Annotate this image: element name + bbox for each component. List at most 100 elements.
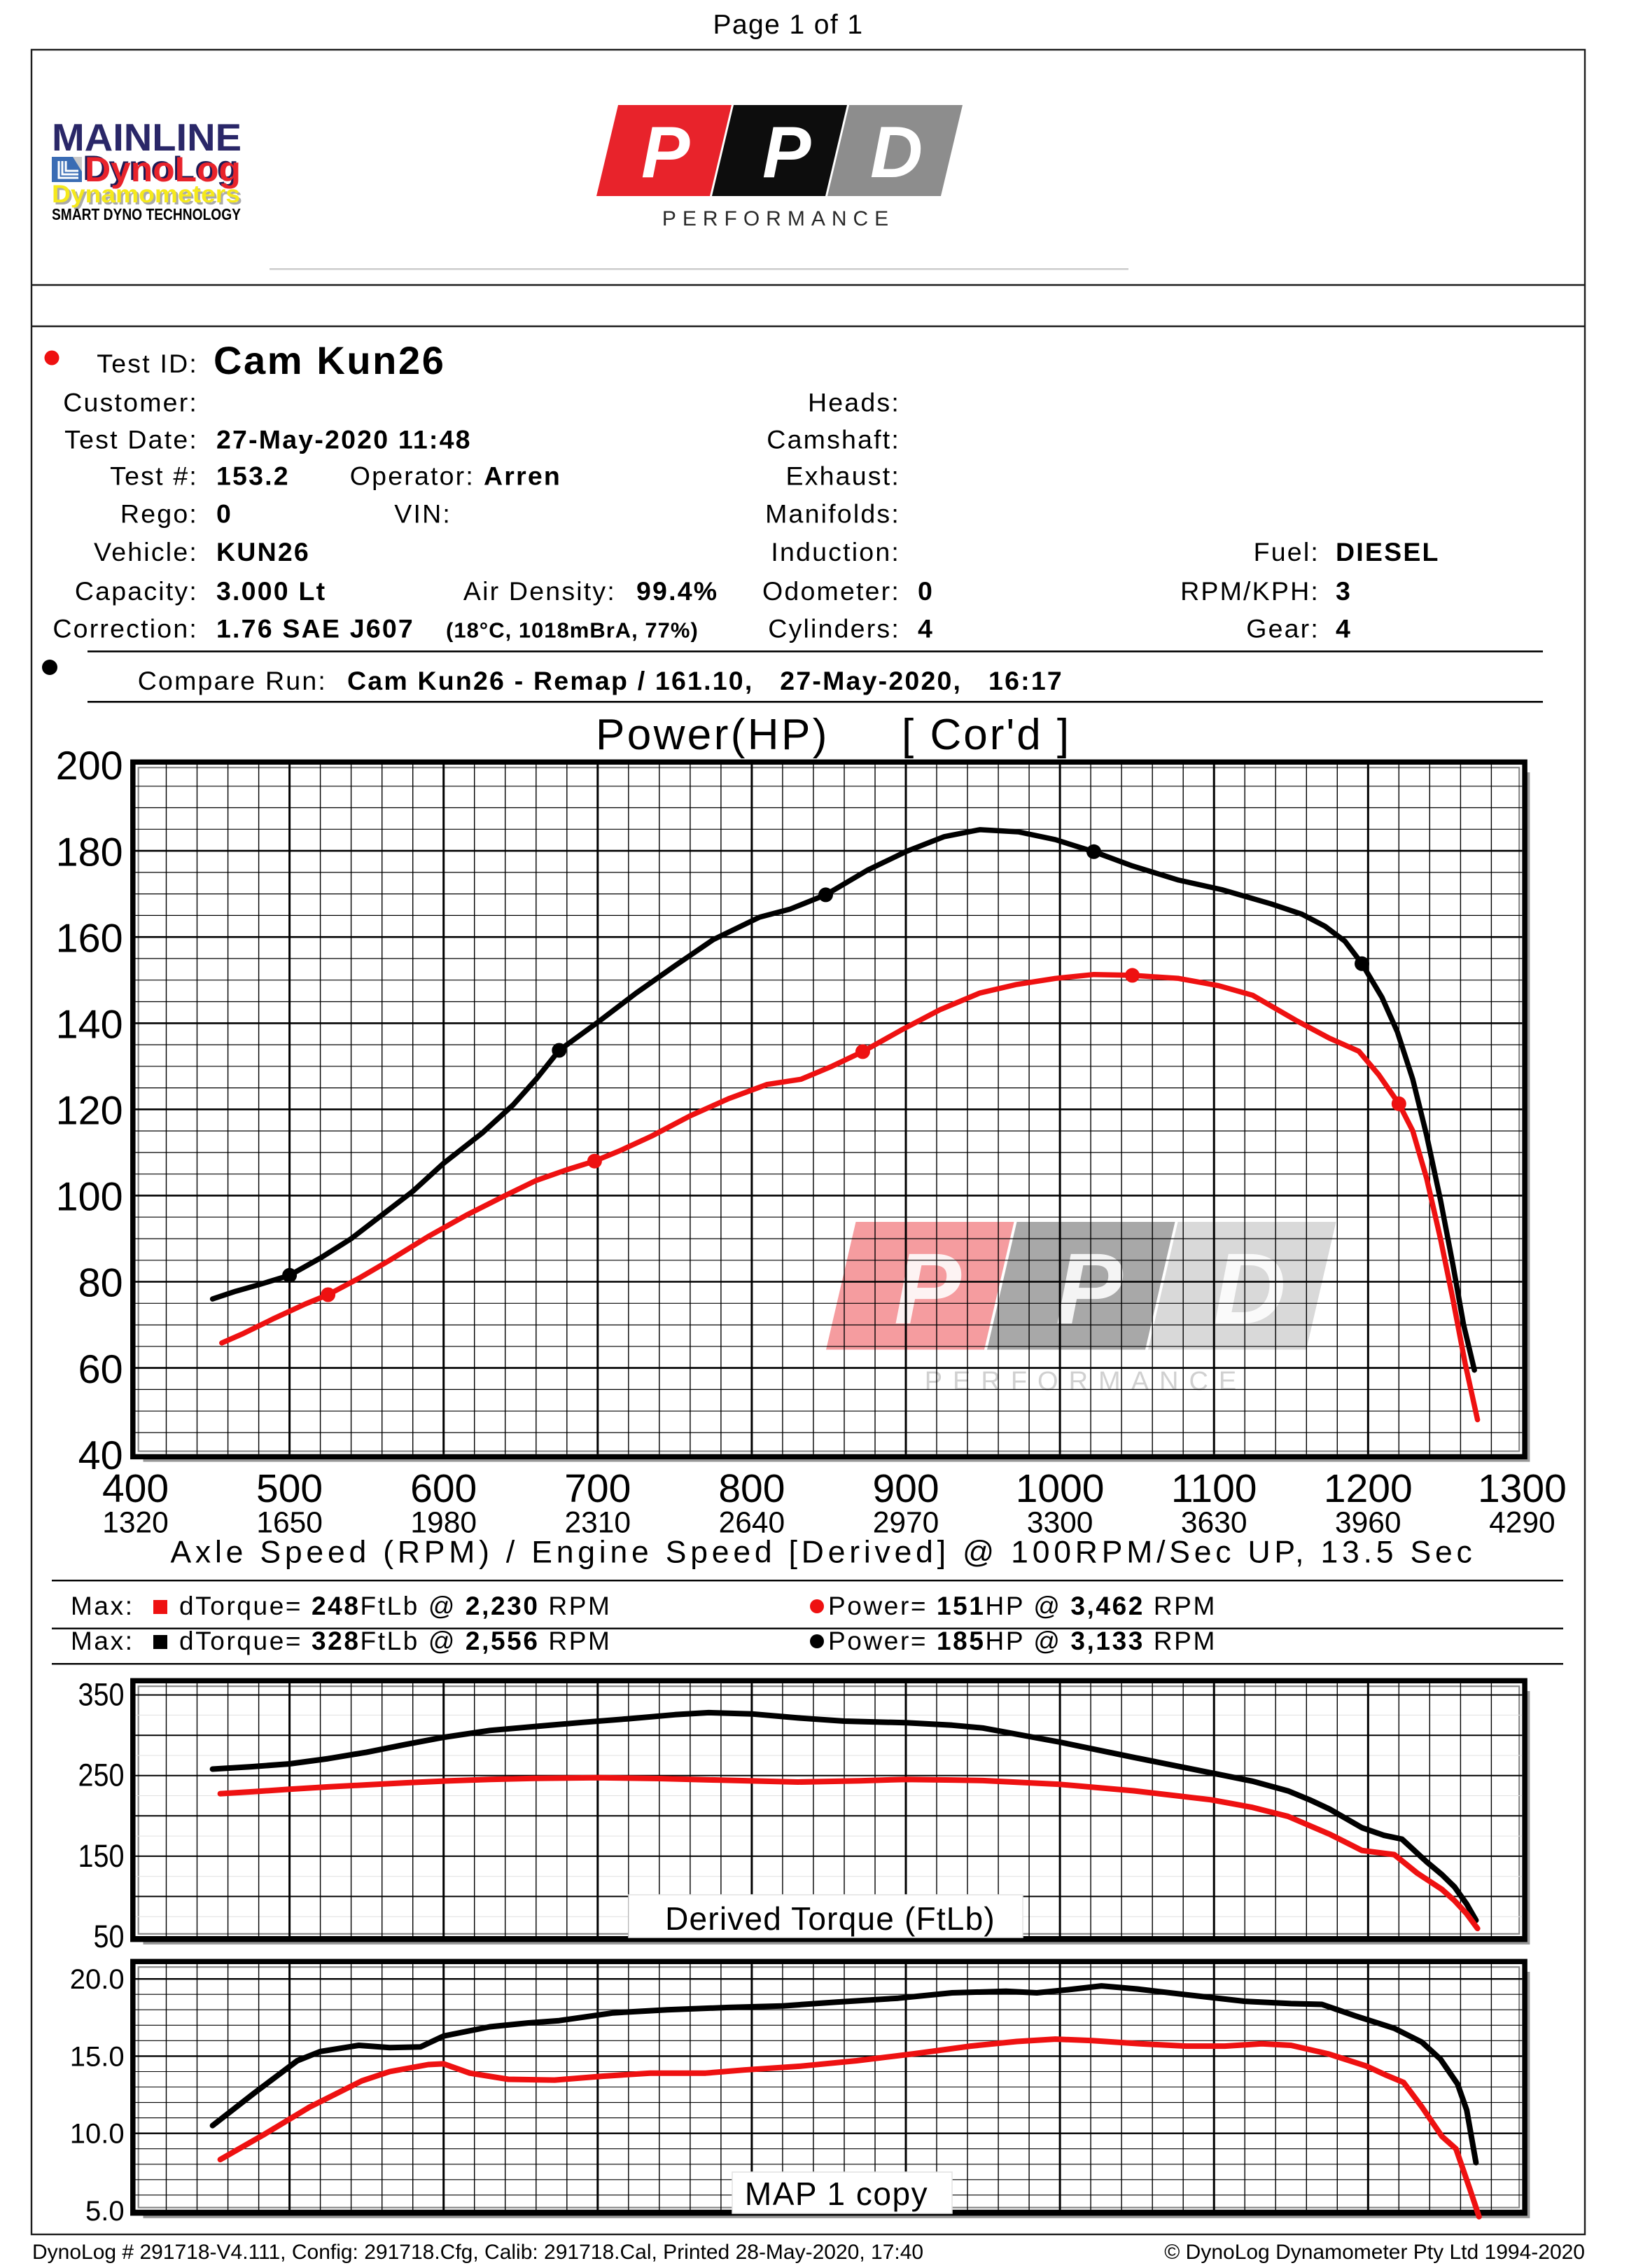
svg-text:4: 4: [1336, 614, 1352, 643]
svg-text:20.0: 20.0: [70, 1964, 125, 1995]
svg-text:99.4%: 99.4%: [636, 576, 718, 606]
svg-text:3.000 Lt: 3.000 Lt: [216, 576, 326, 606]
svg-text:(18°C, 1018mBrA, 77%): (18°C, 1018mBrA, 77%): [446, 618, 699, 643]
svg-text:P: P: [762, 112, 811, 193]
svg-text:DIESEL: DIESEL: [1336, 537, 1440, 566]
svg-text:Odometer:: Odometer:: [762, 576, 900, 606]
svg-text:1300: 1300: [1478, 1466, 1567, 1511]
svg-text:3300: 3300: [1027, 1507, 1093, 1540]
svg-text:1000: 1000: [1016, 1466, 1105, 1511]
svg-text:3: 3: [1336, 576, 1352, 606]
svg-text:Test #:: Test #:: [110, 461, 198, 491]
svg-text:800: 800: [718, 1466, 785, 1511]
svg-text:1.76 SAE J607: 1.76 SAE J607: [216, 614, 414, 643]
svg-text:Operator:: Operator:: [350, 461, 475, 491]
svg-text:2640: 2640: [719, 1507, 785, 1540]
svg-text:[ Cor'd ]: [ Cor'd ]: [902, 711, 1071, 759]
svg-text:180: 180: [56, 830, 123, 875]
svg-text:40: 40: [78, 1433, 123, 1478]
svg-text:PERFORMANCE: PERFORMANCE: [662, 207, 895, 230]
svg-text:900: 900: [872, 1466, 939, 1511]
svg-text:700: 700: [564, 1466, 631, 1511]
svg-text:2310: 2310: [565, 1507, 631, 1540]
svg-text:Correction:: Correction:: [53, 614, 198, 643]
svg-text:Dynamometers: Dynamometers: [54, 183, 242, 210]
svg-text:60: 60: [78, 1347, 123, 1392]
svg-text:D: D: [870, 112, 923, 193]
svg-text:500: 500: [256, 1466, 323, 1511]
svg-text:0: 0: [216, 499, 232, 529]
svg-text:15.0: 15.0: [70, 2041, 125, 2072]
svg-text:PERFORMANCE: PERFORMANCE: [925, 1367, 1247, 1396]
svg-text:Arren: Arren: [484, 461, 561, 491]
svg-text:80: 80: [78, 1261, 123, 1306]
svg-text:250: 250: [78, 1758, 125, 1793]
svg-text:Cylinders:: Cylinders:: [768, 614, 900, 643]
svg-text:P: P: [894, 1232, 962, 1345]
svg-text:Heads:: Heads:: [808, 388, 900, 417]
svg-text:5.0: 5.0: [85, 2196, 125, 2227]
svg-text:Camshaft:: Camshaft:: [767, 425, 900, 454]
svg-text:Rego:: Rego:: [120, 499, 198, 529]
svg-text:10.0: 10.0: [70, 2119, 125, 2150]
svg-text:1200: 1200: [1324, 1466, 1413, 1511]
svg-text:MAINLINE: MAINLINE: [52, 116, 242, 159]
svg-text:Cam Kun26: Cam Kun26: [214, 338, 445, 382]
svg-text:140: 140: [56, 1003, 123, 1048]
svg-text:Max:: Max:: [71, 1627, 134, 1655]
svg-text:150: 150: [78, 1838, 125, 1874]
svg-text:2970: 2970: [873, 1507, 939, 1540]
svg-text:Customer:: Customer:: [63, 388, 198, 417]
svg-text:D: D: [1213, 1232, 1286, 1345]
svg-text:DynoLog: DynoLog: [83, 148, 239, 188]
svg-text:Test Date:: Test Date:: [64, 425, 198, 454]
svg-text:50: 50: [94, 1919, 125, 1954]
svg-text:MAP 1 copy: MAP 1 copy: [745, 2176, 928, 2212]
svg-text:350: 350: [78, 1677, 125, 1713]
svg-text:DynoLog: DynoLog: [85, 150, 241, 189]
svg-text:Power(HP): Power(HP): [596, 711, 830, 759]
svg-text:P: P: [641, 112, 690, 193]
svg-text:DynoLog # 291718-V4.111, Confi: DynoLog # 291718-V4.111, Config: 291718.…: [32, 2241, 923, 2264]
svg-text:600: 600: [410, 1466, 477, 1511]
svg-text:Power= 151HP @ 3,462 RPM: Power= 151HP @ 3,462 RPM: [828, 1592, 1217, 1620]
svg-text:Page 1 of 1: Page 1 of 1: [713, 10, 864, 40]
svg-text:Capacity:: Capacity:: [75, 576, 198, 606]
svg-text:RPM/KPH:: RPM/KPH:: [1180, 576, 1320, 606]
svg-text:Power= 185HP @ 3,133 RPM: Power= 185HP @ 3,133 RPM: [828, 1627, 1217, 1655]
svg-text:dTorque= 328FtLb @ 2,556 RPM: dTorque= 328FtLb @ 2,556 RPM: [179, 1627, 611, 1655]
svg-text:4: 4: [918, 614, 934, 643]
svg-text:Air Density:: Air Density:: [463, 576, 616, 606]
svg-text:Max:: Max:: [71, 1592, 134, 1620]
svg-text:Fuel:: Fuel:: [1254, 537, 1320, 566]
svg-text:Induction:: Induction:: [771, 537, 900, 566]
svg-text:Derived Torque (FtLb): Derived Torque (FtLb): [665, 1900, 995, 1937]
svg-text:1980: 1980: [410, 1507, 477, 1540]
svg-text:400: 400: [102, 1466, 169, 1511]
svg-text:Manifolds:: Manifolds:: [765, 499, 900, 529]
svg-text:Gear:: Gear:: [1246, 614, 1320, 643]
svg-text:160: 160: [56, 916, 123, 961]
svg-text:Exhaust:: Exhaust:: [785, 461, 900, 491]
svg-text:VIN:: VIN:: [394, 499, 452, 529]
svg-text:3960: 3960: [1335, 1507, 1401, 1540]
svg-text:0: 0: [918, 576, 934, 606]
svg-text:Vehicle:: Vehicle:: [94, 537, 198, 566]
svg-text:120: 120: [56, 1089, 123, 1134]
svg-text:200: 200: [56, 744, 123, 788]
svg-text:Axle Speed (RPM) / Engine Spee: Axle Speed (RPM) / Engine Speed [Derived…: [170, 1536, 1476, 1570]
svg-text:Dynamometers: Dynamometers: [52, 181, 240, 208]
svg-text:Test ID:: Test ID:: [97, 349, 198, 378]
svg-text:KUN26: KUN26: [216, 537, 310, 566]
svg-text:dTorque= 248FtLb @ 2,230 RPM: dTorque= 248FtLb @ 2,230 RPM: [179, 1592, 611, 1620]
svg-text:1320: 1320: [102, 1507, 169, 1540]
svg-text:Compare Run:: Compare Run:: [138, 666, 327, 695]
svg-text:3630: 3630: [1181, 1507, 1247, 1540]
svg-text:© DynoLog Dynamometer Pty Ltd: © DynoLog Dynamometer Pty Ltd 1994-2020: [1164, 2241, 1585, 2264]
svg-text:100: 100: [56, 1175, 123, 1220]
svg-text:SMART DYNO TECHNOLOGY: SMART DYNO TECHNOLOGY: [52, 205, 241, 223]
svg-text:153.2: 153.2: [216, 461, 290, 491]
svg-text:Cam Kun26 - Remap / 161.10,: Cam Kun26 - Remap / 161.10, 27-May-2020,…: [347, 666, 1063, 695]
svg-text:27-May-2020 11:48: 27-May-2020 11:48: [216, 425, 472, 454]
svg-text:4290: 4290: [1489, 1507, 1555, 1540]
